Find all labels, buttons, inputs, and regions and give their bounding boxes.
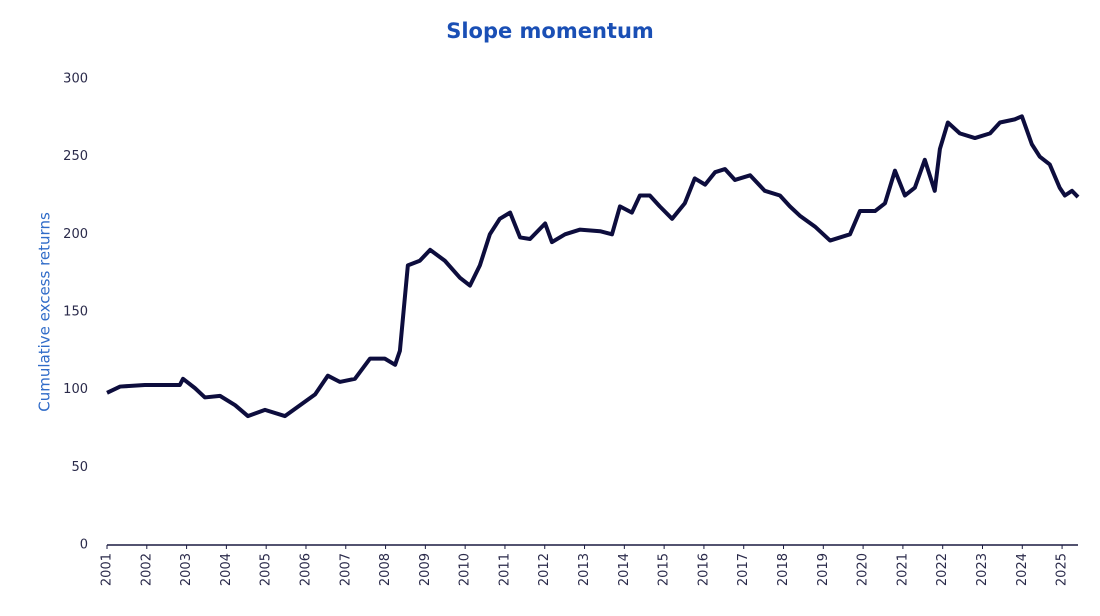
- y-tick-label: 50: [71, 460, 88, 475]
- chart-title: Slope momentum: [446, 19, 654, 43]
- x-tick-label: 2002: [139, 553, 154, 586]
- y-tick-label: 200: [63, 227, 88, 242]
- y-tick-label: 100: [63, 382, 88, 397]
- x-tick-label: 2020: [856, 553, 871, 586]
- y-tick-label: 250: [63, 149, 88, 164]
- y-axis-label: Cumulative excess returns: [36, 212, 54, 412]
- x-tick-label: 2021: [895, 553, 910, 586]
- x-tick-label: 2006: [298, 553, 313, 586]
- x-tick-label: 2010: [458, 553, 473, 586]
- x-tick-label: 2011: [497, 553, 512, 586]
- x-tick-label: 2014: [617, 553, 632, 586]
- x-tick-label: 2017: [736, 553, 751, 586]
- y-tick-label: 150: [63, 305, 88, 320]
- x-tick-label: 2003: [179, 553, 194, 586]
- x-tick-label: 2016: [696, 553, 711, 586]
- y-tick-label: 0: [80, 538, 88, 553]
- x-tick-label: 2023: [975, 553, 990, 586]
- y-tick-label: 300: [63, 72, 88, 87]
- x-tick-label: 2013: [577, 553, 592, 586]
- x-tick-label: 2015: [657, 553, 672, 586]
- x-tick-label: 2005: [259, 553, 274, 586]
- x-tick-label: 2009: [418, 553, 433, 586]
- x-tick-label: 2012: [537, 553, 552, 586]
- x-tick-label: 2018: [776, 553, 791, 586]
- x-tick-label: 2025: [1055, 553, 1070, 586]
- line: [106, 114, 1080, 419]
- x-tick-label: 2024: [1015, 553, 1030, 586]
- x-tick-label: 2022: [935, 553, 950, 586]
- x-tick-label: 2001: [100, 553, 115, 586]
- x-tick-label: 2008: [378, 553, 393, 586]
- x-tick-label: 2004: [219, 553, 234, 586]
- x-tick-label: 2019: [816, 553, 831, 586]
- x-tick-label: 2007: [338, 553, 353, 586]
